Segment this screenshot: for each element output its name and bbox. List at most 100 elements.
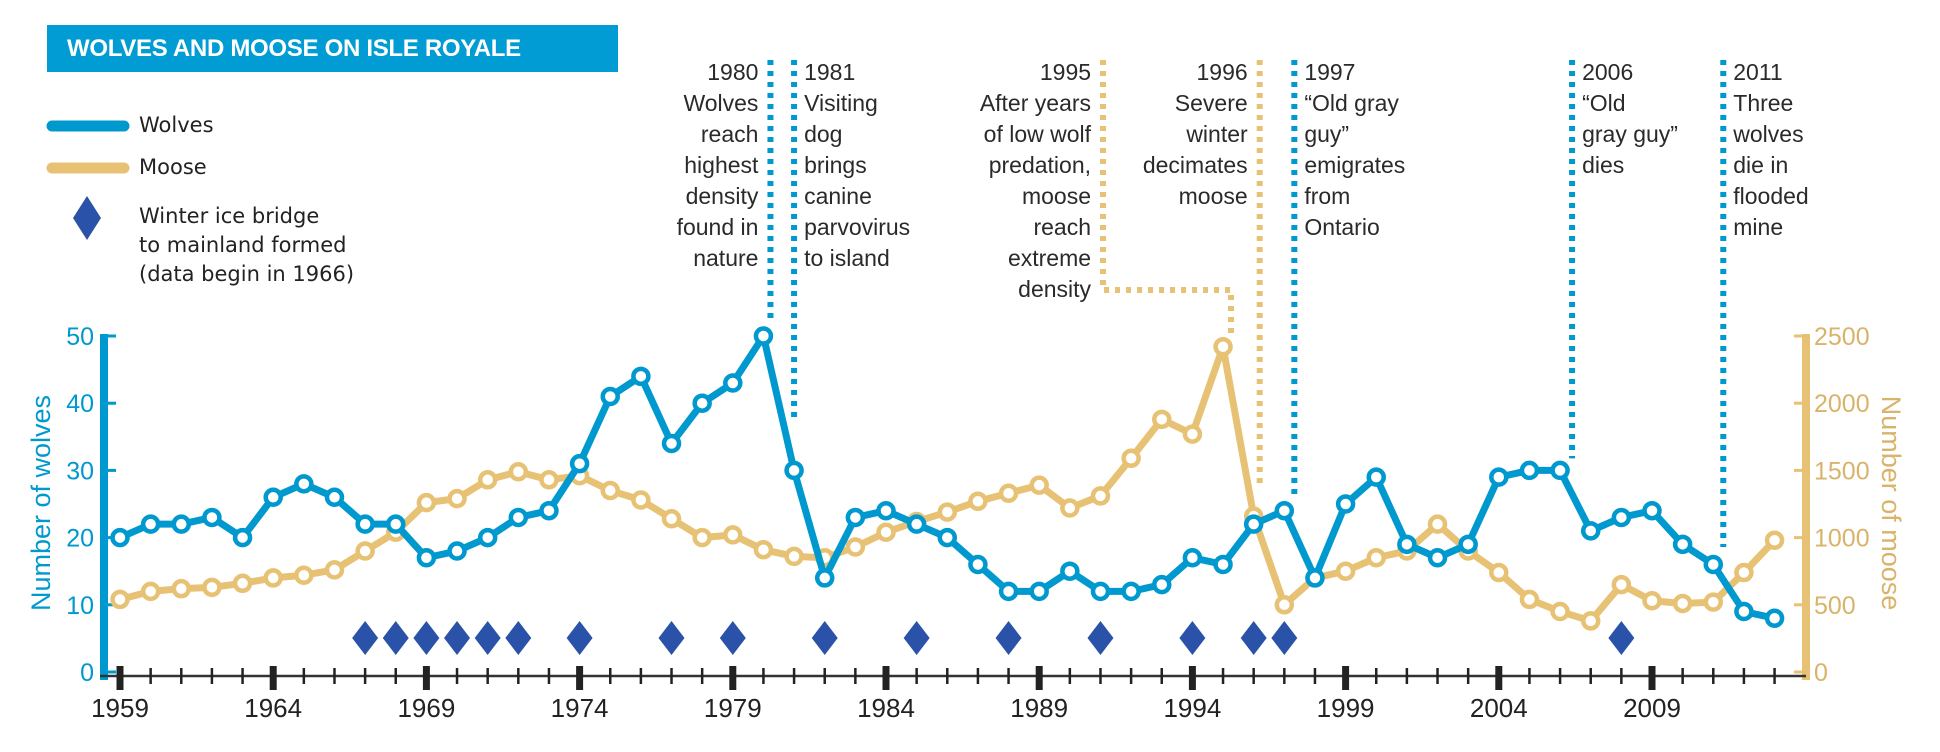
ice-bridge-diamond — [352, 621, 379, 655]
wolves-point — [232, 527, 253, 548]
x-axis-tick-label: 1979 — [704, 693, 762, 723]
wolves-axis-tick-label: 40 — [66, 390, 94, 418]
annotation-text-1995: reach — [1033, 214, 1091, 240]
x-axis-tick-label: 1999 — [1317, 693, 1375, 723]
annotation-text-2011: 2011 — [1733, 59, 1782, 85]
wolves-axis-tick-label: 20 — [66, 525, 94, 553]
annotation-text-1980: density — [686, 183, 759, 209]
ice-bridge-diamond — [903, 621, 930, 655]
annotation-text-2011: Three — [1733, 90, 1793, 116]
ice-bridge-diamond — [382, 621, 409, 655]
legend-diamond-icon — [73, 196, 101, 240]
ice-bridge-diamond — [566, 621, 593, 655]
moose-point — [876, 522, 896, 542]
wolves-point — [1274, 500, 1295, 521]
wolves-point — [692, 393, 712, 413]
ice-bridge-diamond — [995, 621, 1022, 655]
moose-point — [232, 573, 253, 594]
wolves-point — [569, 453, 590, 474]
moose-point — [1672, 593, 1693, 614]
x-axis-tick-label: 2009 — [1623, 693, 1681, 723]
annotation-text-1980: reach — [701, 121, 759, 147]
wolves-point — [1489, 467, 1509, 487]
wolves-point — [998, 581, 1019, 602]
wolves-point — [968, 554, 988, 575]
annotation-text-1997: guy” — [1304, 121, 1349, 147]
wolves-point — [1672, 534, 1693, 555]
annotation-text-1997: from — [1304, 183, 1350, 209]
wolves-axis-title: Number of wolves — [26, 395, 56, 611]
wolves-axis-tick-label: 30 — [66, 457, 94, 485]
annotation-text-1996: decimates — [1143, 152, 1248, 178]
wolves-point — [1305, 568, 1325, 588]
moose-point — [1550, 601, 1570, 622]
ice-bridge-diamond — [719, 621, 746, 655]
legend-ice-bridge-line: to mainland formed — [139, 233, 347, 257]
moose-point — [631, 490, 651, 510]
legend-ice-bridge-label: Winter ice bridge to mainland formed (da… — [139, 202, 354, 289]
chart-title: WOLVES AND MOOSE ON ISLE ROYALE — [47, 25, 618, 72]
wolves-point — [1764, 608, 1785, 628]
moose-axis-tick-label: 500 — [1814, 592, 1856, 620]
moose-point — [998, 483, 1019, 503]
moose-point — [1060, 498, 1080, 518]
wolves-point — [1060, 561, 1080, 581]
wolves-point — [1642, 500, 1662, 521]
moose-point — [968, 491, 988, 512]
ice-bridge-diamond — [505, 621, 532, 655]
legend-symbols — [46, 120, 130, 240]
annotation-text-2011: flooded — [1733, 183, 1808, 209]
moose-axis-title: Number of moose — [1876, 396, 1906, 611]
wolves-point — [1213, 554, 1233, 575]
moose-point — [661, 509, 682, 529]
wolves-point — [1121, 581, 1141, 602]
annotation-text-2006: gray guy” — [1582, 121, 1678, 147]
wolves-point — [1029, 581, 1049, 602]
moose-point — [692, 527, 712, 548]
moose-point — [202, 577, 222, 598]
wolves-point — [1182, 548, 1203, 568]
legend-ice-bridge-line: (data begin in 1966) — [139, 262, 355, 286]
wolves-point — [324, 487, 345, 508]
wolves-point — [1611, 507, 1632, 528]
moose-axis-tick-label: 2000 — [1814, 390, 1870, 418]
moose-point — [294, 565, 314, 585]
x-axis-tick-label: 1969 — [397, 693, 455, 723]
annotation-text-1981: to island — [804, 245, 890, 271]
moose-point — [539, 470, 559, 490]
annotation-text-1995: of low wolf — [984, 121, 1092, 147]
moose-point — [723, 525, 743, 545]
wolves-point — [937, 527, 958, 548]
moose-axis-tick-label: 1500 — [1814, 457, 1870, 485]
wolves-point — [1397, 534, 1417, 555]
ice-bridge-diamond — [474, 621, 501, 655]
wolves-point — [1090, 581, 1111, 602]
annotation-text-1981: parvovirus — [804, 214, 910, 240]
annotation-text-2006: 2006 — [1582, 59, 1633, 85]
moose-point — [1121, 448, 1141, 469]
wolves-point — [1427, 548, 1448, 568]
x-axis-tick-label: 1959 — [91, 693, 149, 723]
ice-bridge-diamond — [1087, 621, 1114, 655]
moose-point — [1090, 486, 1111, 506]
annotation-text-2006: “Old — [1582, 90, 1625, 116]
moose-point — [600, 480, 620, 501]
moose-point — [1029, 475, 1049, 495]
wolves-point — [600, 386, 620, 407]
wolves-point — [814, 568, 835, 588]
wolves-point — [171, 514, 192, 534]
moose-axis-tick-label: 2500 — [1814, 323, 1870, 351]
annotation-text-1995: After years — [980, 90, 1091, 116]
ice-bridge-diamond — [811, 621, 838, 655]
annotation-text-1996: 1996 — [1197, 59, 1248, 85]
wolves-point — [1734, 601, 1754, 622]
moose-point — [416, 492, 437, 513]
wolves-point — [661, 433, 682, 454]
moose-point — [1335, 561, 1356, 581]
wolves-point — [263, 487, 283, 508]
moose-point — [1274, 595, 1295, 615]
annotation-text-1980: Wolves — [683, 90, 758, 116]
moose-axis-tick-label: 1000 — [1814, 525, 1870, 553]
wolves-point — [1703, 554, 1724, 575]
moose-point — [1427, 514, 1448, 534]
